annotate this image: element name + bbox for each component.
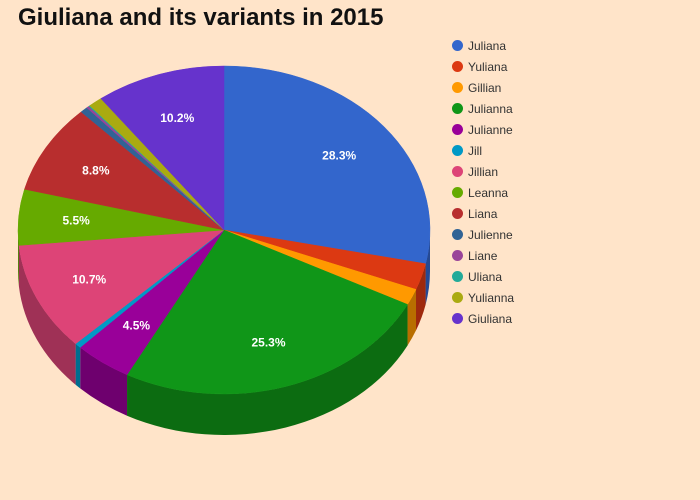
legend: Juliana Yuliana Gillian Julianna Julianne Jil… xyxy=(452,35,514,329)
legend-label: Yulianna xyxy=(468,290,515,305)
slice-label-julianna: 25.3% xyxy=(251,336,285,350)
legend-swatch xyxy=(452,145,463,156)
legend-swatch xyxy=(452,124,463,135)
pie-slice-liana[interactable] xyxy=(24,111,225,231)
legend-label: Jill xyxy=(468,143,482,158)
legend-item-julienne[interactable]: Julienne xyxy=(452,224,514,245)
legend-label: Leanna xyxy=(468,185,509,200)
pie-side-julianne xyxy=(80,347,128,416)
legend-item-julianne[interactable]: Julianne xyxy=(452,119,514,140)
legend-item-leanna[interactable]: Leanna xyxy=(452,182,514,203)
legend-label: Uliana xyxy=(468,269,503,284)
legend-swatch xyxy=(452,103,463,114)
legend-swatch xyxy=(452,250,463,261)
legend-swatch xyxy=(452,40,463,51)
legend-item-yulianna[interactable]: Yulianna xyxy=(452,287,514,308)
legend-item-liana[interactable]: Liana xyxy=(452,203,514,224)
legend-item-jill[interactable]: Jill xyxy=(452,140,514,161)
slice-label-leanna: 5.5% xyxy=(62,214,90,228)
legend-label: Julianna xyxy=(468,101,513,116)
slice-label-giuliana: 10.2% xyxy=(160,111,194,125)
legend-item-jillian[interactable]: Jillian xyxy=(452,161,514,182)
pie-slice-julianna[interactable] xyxy=(126,229,408,395)
legend-swatch xyxy=(452,292,463,303)
legend-swatch xyxy=(452,166,463,177)
legend-item-gillian[interactable]: Gillian xyxy=(452,77,514,98)
slice-label-juliana: 28.3% xyxy=(322,149,356,163)
legend-label: Gillian xyxy=(468,80,502,95)
pie-slice-giuliana[interactable] xyxy=(100,65,225,231)
legend-swatch xyxy=(452,61,463,72)
legend-item-yuliana[interactable]: Yuliana xyxy=(452,56,514,77)
legend-item-uliana[interactable]: Uliana xyxy=(452,266,514,287)
legend-label: Giuliana xyxy=(468,311,513,326)
pie-side-julianna xyxy=(127,304,408,435)
pie-slice-jillian[interactable] xyxy=(18,229,225,345)
legend-item-juliana[interactable]: Juliana xyxy=(452,35,514,56)
legend-swatch xyxy=(452,271,463,282)
slice-label-julianne: 4.5% xyxy=(123,318,151,332)
legend-label: Yuliana xyxy=(468,59,508,74)
legend-swatch xyxy=(452,208,463,219)
legend-label: Julianne xyxy=(468,122,513,137)
legend-label: Julienne xyxy=(468,227,513,242)
legend-item-julianna[interactable]: Julianna xyxy=(452,98,514,119)
pie-slice-juliana[interactable] xyxy=(223,65,431,265)
legend-item-liane[interactable]: Liane xyxy=(452,245,514,266)
legend-label: Jillian xyxy=(468,164,499,179)
pie-sides xyxy=(18,230,430,435)
slice-label-liana: 8.8% xyxy=(82,164,110,178)
pie-slices xyxy=(17,65,431,395)
legend-label: Juliana xyxy=(468,38,507,53)
legend-swatch xyxy=(452,82,463,93)
pie-side-jill xyxy=(75,343,81,389)
legend-item-giuliana[interactable]: Giuliana xyxy=(452,308,514,329)
slice-label-jillian: 10.7% xyxy=(72,272,106,286)
pie-side-jillian xyxy=(18,245,76,385)
legend-label: Liana xyxy=(468,206,498,221)
pie-side-gillian xyxy=(407,289,417,346)
legend-swatch xyxy=(452,187,463,198)
pie-labels: 28.3% 25.3% 4.5% 10.7% 5.5% 8.8% 10.2% xyxy=(62,111,356,350)
legend-swatch xyxy=(452,229,463,240)
pie-side-yuliana xyxy=(416,263,426,331)
legend-swatch xyxy=(452,313,463,324)
legend-label: Liane xyxy=(468,248,498,263)
chart-title: Giuliana and its variants in 2015 xyxy=(18,4,384,31)
